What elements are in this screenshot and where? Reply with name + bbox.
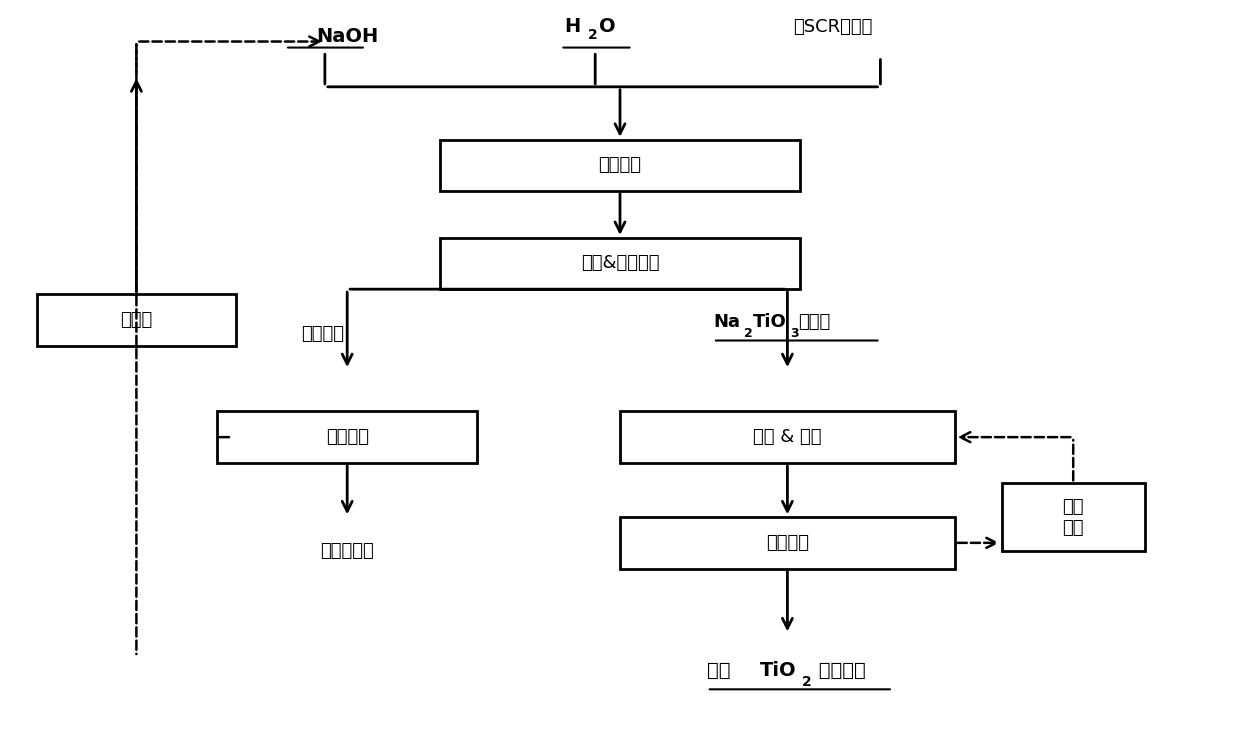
Text: 再生: 再生 [707,661,737,680]
FancyBboxPatch shape [440,238,800,289]
Text: 3: 3 [790,327,799,340]
FancyBboxPatch shape [1002,483,1145,551]
Text: 2: 2 [744,327,753,340]
FancyBboxPatch shape [440,140,800,191]
Text: 2: 2 [588,27,598,42]
FancyBboxPatch shape [620,517,955,569]
Text: 副产物回收: 副产物回收 [320,542,374,560]
Text: O: O [599,17,615,36]
Text: 碱性溶液: 碱性溶液 [301,325,343,343]
Text: 水热反应: 水热反应 [766,534,808,552]
FancyBboxPatch shape [37,294,236,346]
Text: 2: 2 [802,674,812,689]
Text: 富集渣: 富集渣 [799,313,831,331]
Text: 水浸&过滤分离: 水浸&过滤分离 [580,254,660,273]
FancyBboxPatch shape [217,411,477,463]
Text: 杂质移除: 杂质移除 [326,428,368,446]
Text: NaOH: NaOH [316,26,378,45]
FancyBboxPatch shape [620,411,955,463]
Text: 酸溶 & 过滤: 酸溶 & 过滤 [753,428,822,446]
Text: 废SCR催化剂: 废SCR催化剂 [794,18,873,36]
Text: TiO: TiO [753,313,786,331]
Text: TiO: TiO [760,661,797,680]
Text: H: H [564,17,580,36]
Text: 酸液
回收: 酸液 回收 [1063,498,1084,537]
Text: 光催化剂: 光催化剂 [812,661,866,680]
Text: 碱蒸发: 碱蒸发 [120,311,153,329]
Text: 熔盐分解: 熔盐分解 [599,156,641,174]
Text: Na: Na [713,313,740,331]
